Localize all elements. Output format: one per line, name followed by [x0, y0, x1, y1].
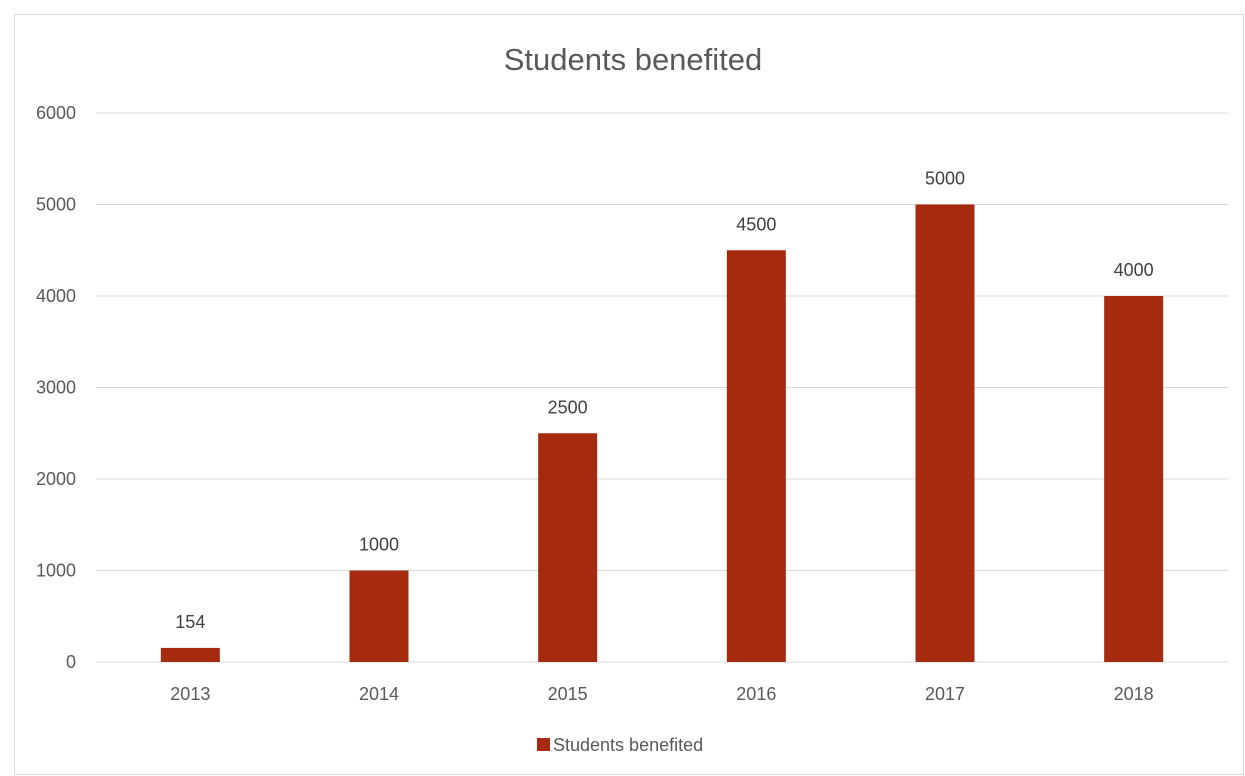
y-tick-label: 0 — [66, 652, 76, 672]
y-tick-label: 5000 — [36, 195, 76, 215]
x-tick-label-2017: 2017 — [925, 684, 965, 704]
data-labels: 154 1000 2500 4500 5000 4000 — [175, 169, 1153, 632]
y-tick-label: 6000 — [36, 103, 76, 123]
y-tick-label: 1000 — [36, 561, 76, 581]
y-axis-tick-labels: 0 1000 2000 3000 4000 5000 6000 — [36, 103, 76, 672]
data-label-2014: 1000 — [359, 535, 399, 555]
legend-label: Students benefited — [553, 735, 703, 755]
x-tick-label-2014: 2014 — [359, 684, 399, 704]
y-tick-label: 3000 — [36, 378, 76, 398]
bar-2018 — [1104, 296, 1164, 662]
data-label-2017: 5000 — [925, 169, 965, 189]
bar-2017 — [915, 204, 975, 662]
data-label-2016: 4500 — [736, 214, 776, 234]
x-tick-label-2018: 2018 — [1114, 684, 1154, 704]
bar-2013 — [160, 647, 220, 662]
data-label-2018: 4000 — [1114, 260, 1154, 280]
y-tick-label: 2000 — [36, 469, 76, 489]
data-label-2015: 2500 — [548, 397, 588, 417]
bar-2014 — [349, 570, 409, 662]
legend: Students benefited — [537, 735, 703, 755]
x-axis-tick-labels: 2013 2014 2015 2016 2017 2018 — [170, 684, 1153, 704]
chart-title: Students benefited — [504, 42, 763, 77]
x-tick-label-2015: 2015 — [548, 684, 588, 704]
bar-2016 — [726, 250, 786, 662]
legend-swatch — [537, 738, 550, 751]
x-tick-label-2016: 2016 — [736, 684, 776, 704]
y-tick-label: 4000 — [36, 286, 76, 306]
bars — [160, 204, 1164, 662]
data-label-2013: 154 — [175, 612, 205, 632]
gridlines — [96, 112, 1228, 663]
x-tick-label-2013: 2013 — [170, 684, 210, 704]
bar-2015 — [538, 433, 598, 662]
